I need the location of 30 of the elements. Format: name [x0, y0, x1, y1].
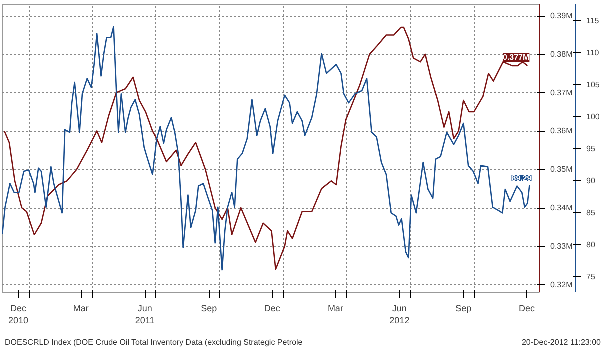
y2-tick-label: 105	[586, 80, 600, 90]
y2-tick-label: 110	[586, 48, 600, 58]
x-tick-label: Dec	[518, 304, 536, 314]
data-label: 89.29	[512, 174, 532, 184]
text: 20-Dec-2012 11:23:00	[522, 337, 601, 348]
text: DOESCRLD Index (DOE Crude Oil Total Inventory Data (excluding Strategic Petrole	[5, 337, 303, 348]
y2-tick-label: 115	[586, 16, 600, 26]
y-tick-label: 0.34M	[550, 204, 574, 213]
x-tick-label: Mar	[328, 304, 344, 314]
y-tick-label: 0.38M	[550, 50, 574, 59]
y2-tick-label: 95	[586, 144, 596, 154]
y-tick-label: 0.33M	[550, 242, 574, 251]
y-tick-label: 0.37M	[550, 88, 574, 98]
y2-tick-label: 90	[586, 176, 596, 186]
y-tick-label: 0.35M	[550, 165, 574, 174]
y-tick-label: 0.36M	[550, 126, 574, 136]
y2-tick-label: 80	[586, 240, 596, 250]
y-tick-label: 0.39M	[550, 12, 574, 21]
y2-tick-label: 85	[586, 208, 596, 218]
x-tick-label: Jun 2011	[135, 304, 155, 326]
y2-tick-label: 75	[586, 272, 596, 282]
data-label: 0.377M	[502, 52, 530, 62]
x-tick-label: Dec	[264, 304, 281, 314]
y2-tick-label: 100	[586, 112, 600, 122]
x-tick-label: Jun 2012	[390, 304, 410, 326]
y-tick-label: 0.32M	[550, 280, 574, 290]
x-tick-label: Mar	[73, 304, 89, 314]
x-tick-label: Sep	[456, 304, 472, 314]
x-tick-label: Sep	[201, 304, 218, 314]
x-tick-label: Dec 2010	[8, 304, 29, 326]
